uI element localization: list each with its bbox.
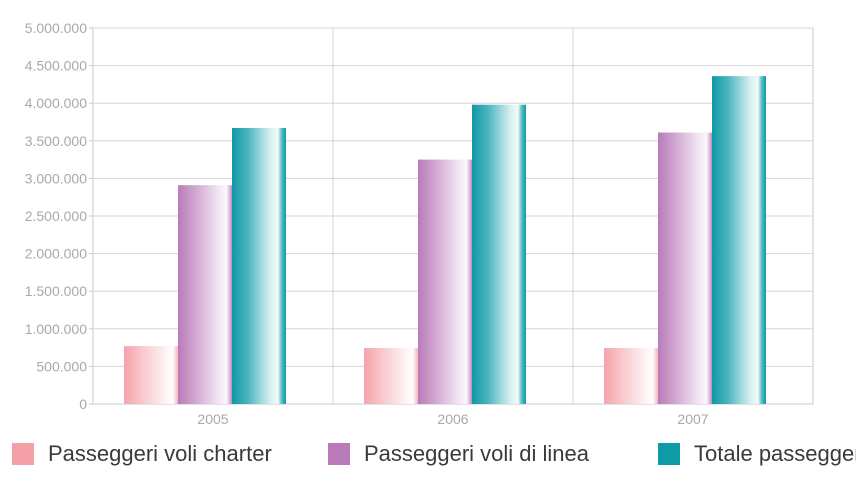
bars <box>124 76 766 405</box>
bar-2007-series-2 <box>712 76 766 405</box>
x-tick-label-2: 2007 <box>677 411 708 427</box>
y-tick-label-2: 1.000.000 <box>25 321 87 337</box>
legend-item-totale: Totale passeggeri <box>658 436 856 472</box>
y-tick-label-9: 4.500.000 <box>25 58 87 74</box>
legend-item-linea: Passeggeri voli di linea <box>328 436 589 472</box>
bar-2005-series-0 <box>124 346 178 404</box>
legend-swatch-charter <box>12 443 34 465</box>
x-tick-label-1: 2006 <box>437 411 468 427</box>
y-axis-tick-labels: 0 500.000 1.000.000 1.500.000 2.000.000 2.500… <box>25 20 88 412</box>
legend-label-linea: Passeggeri voli di linea <box>364 441 590 466</box>
legend-label-totale: Totale passeggeri <box>694 441 856 466</box>
y-tick-label-10: 5.000.000 <box>25 20 87 36</box>
y-tick-label-6: 3.000.000 <box>25 170 87 186</box>
y-tick-label-4: 2.000.000 <box>25 246 87 262</box>
y-tick-label-1: 500.000 <box>36 358 87 374</box>
legend-swatch-linea <box>328 443 350 465</box>
x-tick-label-0: 2005 <box>197 411 228 427</box>
legend-item-charter: Passeggeri voli charter <box>12 436 272 472</box>
bar-2007-series-1 <box>658 132 712 404</box>
y-tick-label-3: 1.500.000 <box>25 283 87 299</box>
y-tick-label-7: 3.500.000 <box>25 133 87 149</box>
y-tick-label-0: 0 <box>79 396 87 412</box>
x-axis-tick-labels: 2005 2006 2007 <box>197 411 708 427</box>
bar-2005-series-1 <box>178 185 232 404</box>
bar-2006-series-1 <box>418 159 472 404</box>
legend-label-charter: Passeggeri voli charter <box>48 441 272 466</box>
bar-2007-series-0 <box>604 347 658 404</box>
bar-2006-series-0 <box>364 347 418 404</box>
bar-2005-series-2 <box>232 128 286 405</box>
legend-swatch-totale <box>658 443 680 465</box>
y-tick-label-8: 4.000.000 <box>25 95 87 111</box>
legend: Passeggeri voli charter Passeggeri voli … <box>0 436 856 472</box>
bar-2006-series-2 <box>472 104 526 404</box>
bar-chart: 0 500.000 1.000.000 1.500.000 2.000.000 2.500… <box>25 20 814 427</box>
y-tick-label-5: 2.500.000 <box>25 208 87 224</box>
